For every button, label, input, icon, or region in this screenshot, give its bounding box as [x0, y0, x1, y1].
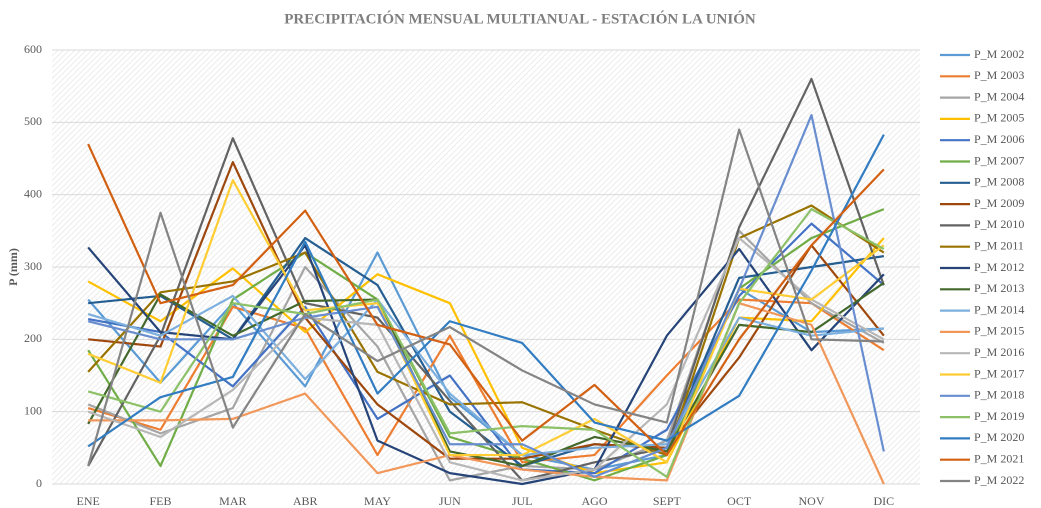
- series-line: [87, 251, 884, 471]
- y-tick-label: 0: [36, 476, 42, 490]
- series-line: [87, 128, 884, 467]
- legend-label: P_M 2008: [974, 175, 1024, 189]
- legend-label: P_M 2013: [974, 281, 1024, 295]
- series-line: [87, 114, 885, 478]
- series-line: [87, 244, 885, 486]
- legend-label: P_M 2017: [974, 366, 1024, 380]
- legend-label: P_M 2010: [974, 217, 1024, 231]
- x-tick-label: ABR: [293, 494, 318, 508]
- x-tick-label: FEB: [149, 494, 171, 508]
- series-line: [87, 237, 885, 475]
- series-line: [87, 77, 885, 482]
- legend-label: P_M 2004: [974, 89, 1024, 103]
- legend-label: P_M 2003: [974, 68, 1024, 82]
- x-tick-label: JUL: [512, 494, 533, 508]
- legend-label: P_M 2020: [974, 430, 1024, 444]
- y-tick-label: 500: [24, 114, 42, 128]
- y-tick-label: 400: [24, 186, 42, 200]
- series-line: [87, 208, 885, 478]
- chart-title: PRECIPITACIÓN MENSUAL MULTIANUAL - ESTAC…: [284, 10, 756, 27]
- legend-label: P_M 2007: [974, 153, 1024, 167]
- legend-label: P_M 2021: [974, 451, 1024, 465]
- legend-label: P_M 2015: [974, 324, 1024, 338]
- legend-label: P_M 2012: [974, 260, 1024, 274]
- legend-label: P_M 2011: [974, 238, 1024, 252]
- x-tick-label: OCT: [727, 494, 752, 508]
- x-tick-label: DIC: [873, 494, 894, 508]
- y-tick-label: 100: [24, 403, 42, 417]
- x-tick-label: SEPT: [653, 494, 682, 508]
- legend-label: P_M 2016: [974, 345, 1024, 359]
- y-tick-label: 200: [24, 331, 42, 345]
- series-line: [88, 236, 884, 468]
- legend-label: P_M 2019: [974, 409, 1024, 423]
- legend-label: P_M 2018: [974, 388, 1024, 402]
- y-tick-label: 600: [24, 42, 42, 56]
- series-line: [87, 143, 885, 457]
- legend-label: P_M 2002: [974, 47, 1024, 61]
- series-line: [87, 222, 885, 475]
- series-line: [87, 204, 885, 457]
- legend-label: P_M 2009: [974, 196, 1024, 210]
- y-tick-label: 300: [24, 259, 42, 273]
- x-tick-label: AGO: [582, 494, 608, 508]
- series-line: [87, 208, 885, 482]
- series-line: [87, 134, 885, 448]
- x-tick-label: MAY: [364, 494, 391, 508]
- series-line: [88, 302, 885, 485]
- series-line: [87, 236, 885, 482]
- legend-label: P_M 2022: [974, 473, 1024, 487]
- x-tick-label: JUN: [439, 494, 461, 508]
- x-tick-label: NOV: [799, 494, 825, 508]
- series-line: [87, 179, 885, 464]
- series-line: [87, 229, 885, 482]
- y-axis-label: P (mm): [6, 248, 20, 286]
- series-line: [87, 282, 885, 468]
- x-tick-label: MAR: [219, 494, 246, 508]
- legend-label: P_M 2005: [974, 111, 1024, 125]
- legend-label: P_M 2006: [974, 132, 1024, 146]
- legend-label: P_M 2014: [974, 302, 1024, 316]
- x-tick-label: ENE: [77, 494, 100, 508]
- series-line: [87, 294, 884, 457]
